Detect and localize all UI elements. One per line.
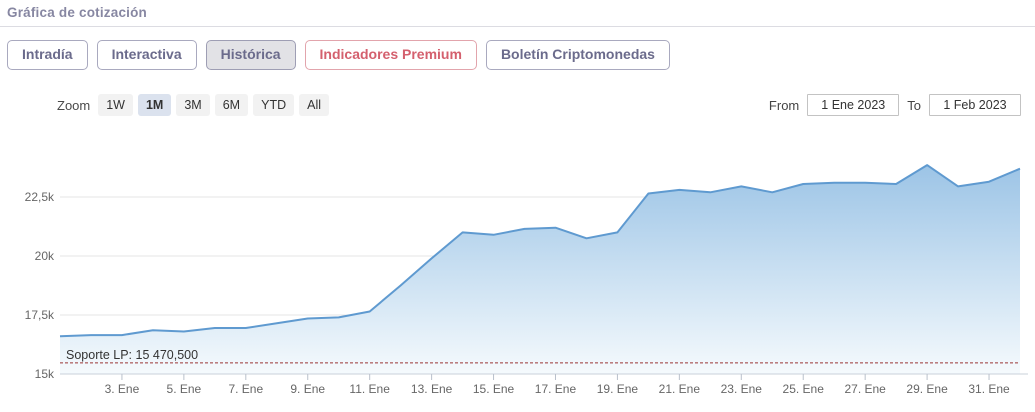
x-axis-label: 23. Ene <box>721 382 763 396</box>
y-axis-label: 20k <box>35 249 55 263</box>
x-axis-label: 11. Ene <box>349 382 390 396</box>
zoom-6m-button[interactable]: 6M <box>214 94 249 117</box>
x-axis-label: 29. Ene <box>906 382 948 396</box>
chart-tabs: Intradía Interactiva Histórica Indicador… <box>7 40 1035 71</box>
x-axis-label: 25. Ene <box>783 382 825 396</box>
tab-historica[interactable]: Histórica <box>205 40 296 71</box>
price-chart-svg: 15k 17,5k 20k 22,5k Soporte LP: 15 470,500 3.… <box>25 164 1028 396</box>
from-label: From <box>768 97 800 113</box>
zoom-ytd-button[interactable]: YTD <box>253 94 295 117</box>
tab-intradia[interactable]: Intradía <box>7 40 88 71</box>
x-axis-label: 31. Ene <box>968 382 1010 396</box>
x-axis-label: 21. Ene <box>659 382 701 396</box>
date-range-inputs: From To <box>768 94 1021 117</box>
y-axis-label: 15k <box>35 367 55 381</box>
x-axis-label: 9. Ene <box>290 382 325 396</box>
zoom-buttons: Zoom 1W 1M 3M 6M YTD All <box>57 94 330 117</box>
range-selector: Zoom 1W 1M 3M 6M YTD All From To <box>0 94 1035 117</box>
price-chart: 15k 17,5k 20k 22,5k Soporte LP: 15 470,500 3.… <box>0 127 1035 412</box>
y-axis-label: 22,5k <box>25 190 55 204</box>
x-axis-label: 3. Ene <box>105 382 140 396</box>
tab-interactiva[interactable]: Interactiva <box>96 40 197 71</box>
x-axis-label: 17. Ene <box>535 382 577 396</box>
page-title: Gráfica de cotización <box>7 5 147 20</box>
x-axis-label: 5. Ene <box>167 382 202 396</box>
support-label: Soporte LP: 15 470,500 <box>66 348 198 362</box>
zoom-1w-button[interactable]: 1W <box>98 94 133 117</box>
zoom-3m-button[interactable]: 3M <box>176 94 210 117</box>
y-axis-label: 17,5k <box>25 308 55 322</box>
to-date-input[interactable] <box>929 94 1021 117</box>
to-label: To <box>907 97 921 113</box>
panel-header: Gráfica de cotización <box>0 0 1035 27</box>
tab-boletin-criptomonedas[interactable]: Boletín Criptomonedas <box>485 40 670 71</box>
x-axis-label: 19. Ene <box>597 382 639 396</box>
x-axis-label: 7. Ene <box>228 382 263 396</box>
zoom-1m-button[interactable]: 1M <box>137 94 172 117</box>
area-series-fill <box>60 165 1020 375</box>
zoom-label: Zoom <box>57 97 91 113</box>
x-axis-label: 15. Ene <box>473 382 515 396</box>
from-date-input[interactable] <box>807 94 900 117</box>
zoom-all-button[interactable]: All <box>299 94 330 117</box>
area-series-line <box>59 164 1021 338</box>
x-axis-label: 27. Ene <box>844 382 886 396</box>
tab-indicadores-premium[interactable]: Indicadores Premium <box>304 40 477 71</box>
x-axis-label: 13. Ene <box>411 382 453 396</box>
